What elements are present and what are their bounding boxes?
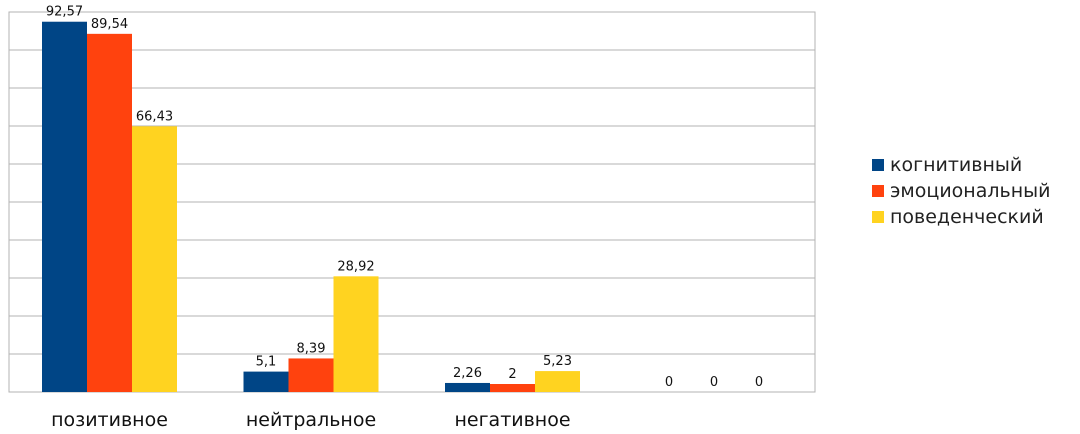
bar: [243, 371, 289, 392]
data-label: 2,26: [453, 366, 482, 381]
bar: [42, 21, 87, 392]
bar: [333, 276, 379, 392]
bar: [87, 33, 132, 393]
legend-swatch-emotional: [872, 185, 884, 197]
bar: [132, 126, 177, 392]
bar: [288, 358, 334, 392]
data-label: 28,92: [337, 259, 374, 274]
category-label: негативное: [454, 409, 570, 431]
plot-border: [8, 11, 816, 393]
legend-item-emotional: эмоциональный: [872, 178, 1050, 204]
data-label: 8,39: [297, 341, 326, 356]
data-label: 5,1: [256, 355, 277, 370]
data-label: 0: [755, 375, 763, 390]
bar: [535, 371, 580, 392]
legend-swatch-behavioral: [872, 211, 884, 223]
legend-item-cognitive: когнитивный: [872, 152, 1050, 178]
legend: когнитивный эмоциональный поведенческий: [872, 152, 1050, 230]
legend-swatch-cognitive: [872, 159, 884, 171]
data-label: 0: [665, 375, 673, 390]
data-label: 0: [710, 375, 718, 390]
legend-item-behavioral: поведенческий: [872, 204, 1050, 230]
data-label: 66,43: [136, 109, 173, 124]
data-label: 2: [508, 367, 516, 382]
bar: [445, 382, 490, 392]
data-label: 89,54: [91, 17, 128, 32]
bar: [490, 384, 535, 392]
legend-label-cognitive: когнитивный: [890, 154, 1023, 176]
category-label: нейтральное: [246, 409, 376, 431]
category-label: позитивное: [51, 409, 168, 431]
legend-label-behavioral: поведенческий: [890, 206, 1044, 228]
legend-label-emotional: эмоциональный: [890, 180, 1051, 202]
data-label: 5,23: [543, 354, 572, 369]
data-label: 92,57: [46, 5, 83, 20]
